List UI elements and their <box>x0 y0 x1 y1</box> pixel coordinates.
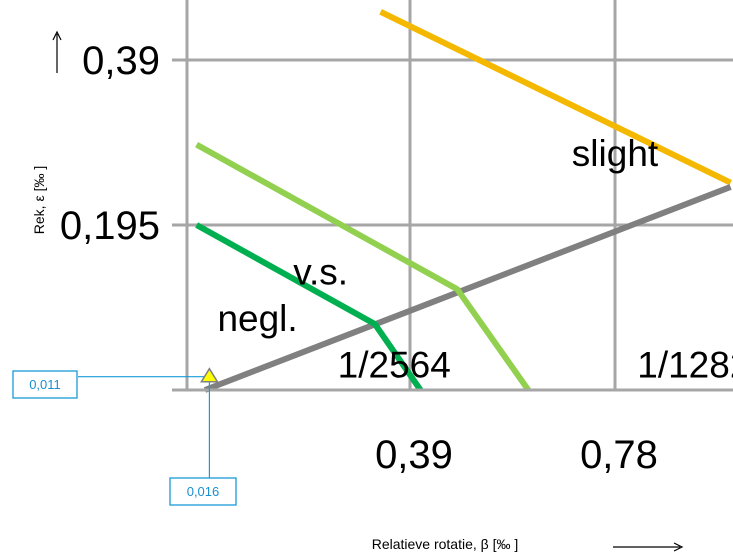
slope-label-1: 1/1282 <box>637 345 733 386</box>
marker-annotation: 0,011 0,016 <box>12 367 237 506</box>
marker-y-label: 0,011 <box>29 377 61 392</box>
marker-y-box <box>12 370 78 399</box>
x-axis-arrow <box>613 542 684 552</box>
series-lines <box>195 9 732 393</box>
series-line-dark-green <box>195 222 423 392</box>
region-labels: slight v.s. negl. 1/2564 1/1282 <box>217 133 733 386</box>
x-tick-label-1: 0,78 <box>580 433 658 477</box>
y-tick-label-0: 0,195 <box>60 204 160 248</box>
x-axis-label: Relatieve rotatie, β [‰ ] <box>372 536 519 552</box>
y-tick-label-1: 0,39 <box>82 39 160 83</box>
series-line-light-green <box>195 141 531 392</box>
region-label-2: negl. <box>217 298 297 339</box>
marker-triangle <box>200 367 219 383</box>
series-line-grey <box>203 184 732 393</box>
tick-labels: 0,195 0,39 0,39 0,78 <box>60 39 658 477</box>
slope-label-0: 1/2564 <box>338 345 451 386</box>
y-axis-arrow <box>52 30 62 73</box>
x-tick-label-0: 0,39 <box>375 433 453 477</box>
region-label-1: v.s. <box>293 252 348 293</box>
series-line-orange <box>379 9 732 186</box>
marker-x-label: 0,016 <box>187 484 220 499</box>
marker-x-box <box>169 477 237 506</box>
y-axis-label: Rek, ε [‰ ] <box>31 166 47 234</box>
region-label-0: slight <box>572 133 659 174</box>
